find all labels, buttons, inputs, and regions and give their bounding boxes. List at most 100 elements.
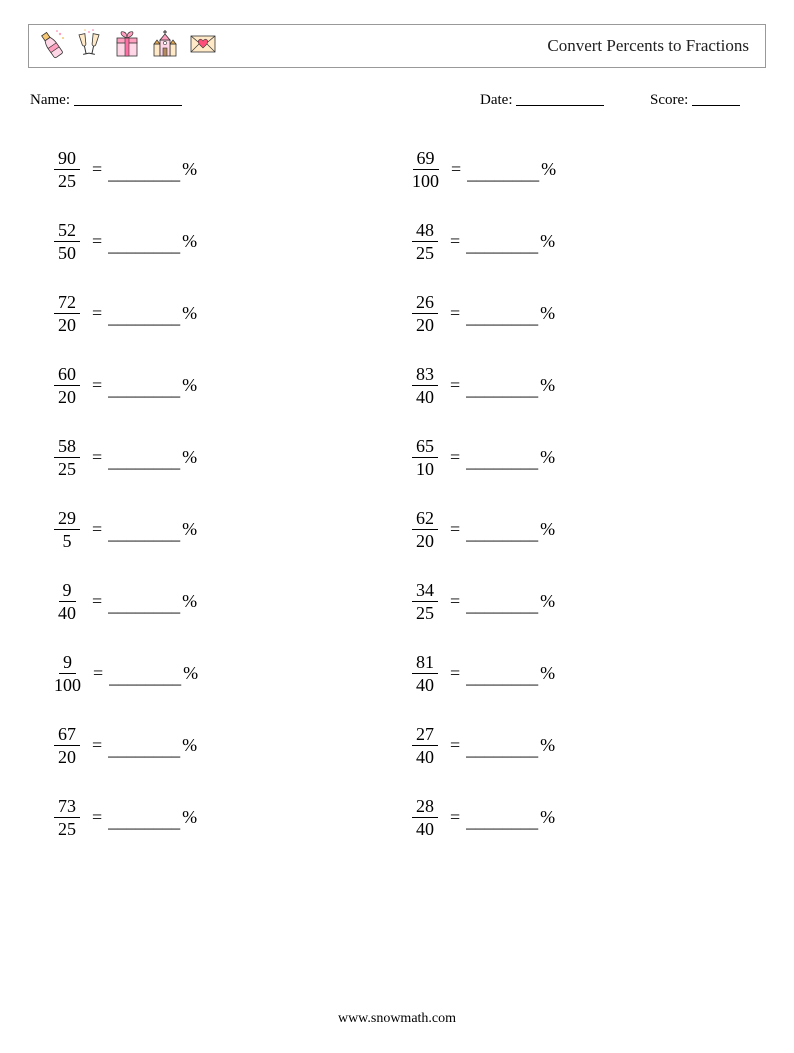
- equals-sign: =: [442, 591, 466, 612]
- problem-row: 69100=________%: [408, 133, 766, 205]
- worksheet-title: Convert Percents to Fractions: [547, 36, 755, 56]
- fraction-denominator: 40: [54, 602, 80, 622]
- equals-sign: =: [442, 447, 466, 468]
- percent-sign: %: [538, 591, 555, 612]
- percent-sign: %: [180, 375, 197, 396]
- worksheet-page: Convert Percents to Fractions Name: Date…: [0, 0, 794, 1053]
- fraction-denominator: 20: [54, 746, 80, 766]
- percent-sign: %: [538, 303, 555, 324]
- equals-sign: =: [442, 519, 466, 540]
- fraction: 69100: [408, 149, 443, 190]
- champagne-bottle-icon: [35, 28, 67, 65]
- equals-sign: =: [84, 231, 108, 252]
- fraction-numerator: 65: [412, 437, 438, 458]
- fraction: 8140: [408, 653, 442, 694]
- equals-sign: =: [84, 735, 108, 756]
- problems-grid: 9025=________%5250=________%7220=_______…: [28, 133, 766, 853]
- date-underline: [516, 92, 604, 106]
- equals-sign: =: [84, 519, 108, 540]
- answer-blank: ________: [108, 379, 180, 400]
- fraction-numerator: 72: [54, 293, 80, 314]
- fraction: 9025: [50, 149, 84, 190]
- problems-column-right: 69100=________%4825=________%2620=______…: [408, 133, 766, 853]
- problem-row: 6510=________%: [408, 421, 766, 493]
- problem-row: 7325=________%: [50, 781, 408, 853]
- equals-sign: =: [84, 303, 108, 324]
- fraction-numerator: 73: [54, 797, 80, 818]
- fraction-numerator: 81: [412, 653, 438, 674]
- equals-sign: =: [443, 159, 467, 180]
- equals-sign: =: [84, 591, 108, 612]
- fraction-numerator: 34: [412, 581, 438, 602]
- percent-sign: %: [538, 519, 555, 540]
- fraction: 7325: [50, 797, 84, 838]
- fraction-numerator: 52: [54, 221, 80, 242]
- date-field: Date:: [480, 90, 650, 109]
- fraction-numerator: 29: [54, 509, 80, 530]
- score-label: Score:: [650, 92, 688, 108]
- fraction-numerator: 9: [59, 581, 76, 602]
- percent-sign: %: [180, 735, 197, 756]
- problem-row: 2620=________%: [408, 277, 766, 349]
- fraction-numerator: 83: [412, 365, 438, 386]
- percent-sign: %: [538, 447, 555, 468]
- answer-blank: ________: [108, 451, 180, 472]
- problem-row: 5825=________%: [50, 421, 408, 493]
- fraction-numerator: 67: [54, 725, 80, 746]
- fraction-denominator: 20: [54, 314, 80, 334]
- fraction: 3425: [408, 581, 442, 622]
- score-field: Score:: [650, 90, 760, 109]
- fraction: 5250: [50, 221, 84, 262]
- answer-blank: ________: [466, 235, 538, 256]
- fraction: 6020: [50, 365, 84, 406]
- problem-row: 9100=________%: [50, 637, 408, 709]
- fraction-numerator: 90: [54, 149, 80, 170]
- equals-sign: =: [84, 375, 108, 396]
- fraction-numerator: 58: [54, 437, 80, 458]
- fraction-denominator: 100: [50, 674, 85, 694]
- percent-sign: %: [180, 447, 197, 468]
- fraction-denominator: 20: [54, 386, 80, 406]
- fraction-denominator: 40: [412, 746, 438, 766]
- percent-sign: %: [180, 159, 197, 180]
- fraction-denominator: 100: [408, 170, 443, 190]
- problem-row: 5250=________%: [50, 205, 408, 277]
- church-icon: [149, 28, 181, 65]
- equals-sign: =: [442, 375, 466, 396]
- fraction-denominator: 50: [54, 242, 80, 262]
- fraction-denominator: 25: [54, 458, 80, 478]
- date-label: Date:: [480, 92, 512, 108]
- fraction-denominator: 25: [412, 242, 438, 262]
- fraction: 295: [50, 509, 84, 550]
- problems-column-left: 9025=________%5250=________%7220=_______…: [50, 133, 408, 853]
- fraction: 6720: [50, 725, 84, 766]
- fraction-numerator: 26: [412, 293, 438, 314]
- problem-row: 2840=________%: [408, 781, 766, 853]
- answer-blank: ________: [466, 307, 538, 328]
- answer-blank: ________: [108, 523, 180, 544]
- fraction-denominator: 40: [412, 674, 438, 694]
- answer-blank: ________: [466, 811, 538, 832]
- fraction: 940: [50, 581, 84, 622]
- answer-blank: ________: [108, 595, 180, 616]
- fraction-numerator: 60: [54, 365, 80, 386]
- percent-sign: %: [180, 591, 197, 612]
- equals-sign: =: [442, 663, 466, 684]
- champagne-glasses-icon: [73, 28, 105, 65]
- problem-row: 940=________%: [50, 565, 408, 637]
- answer-blank: ________: [108, 307, 180, 328]
- fraction-denominator: 40: [412, 818, 438, 838]
- fraction-denominator: 20: [412, 314, 438, 334]
- problem-row: 6220=________%: [408, 493, 766, 565]
- answer-blank: ________: [466, 523, 538, 544]
- fraction-numerator: 62: [412, 509, 438, 530]
- footer: www.snowmath.com: [0, 1011, 794, 1027]
- problem-row: 9025=________%: [50, 133, 408, 205]
- percent-sign: %: [539, 159, 556, 180]
- answer-blank: ________: [466, 667, 538, 688]
- problem-row: 295=________%: [50, 493, 408, 565]
- percent-sign: %: [181, 663, 198, 684]
- score-underline: [692, 92, 740, 106]
- percent-sign: %: [538, 663, 555, 684]
- love-letter-icon: [187, 28, 219, 65]
